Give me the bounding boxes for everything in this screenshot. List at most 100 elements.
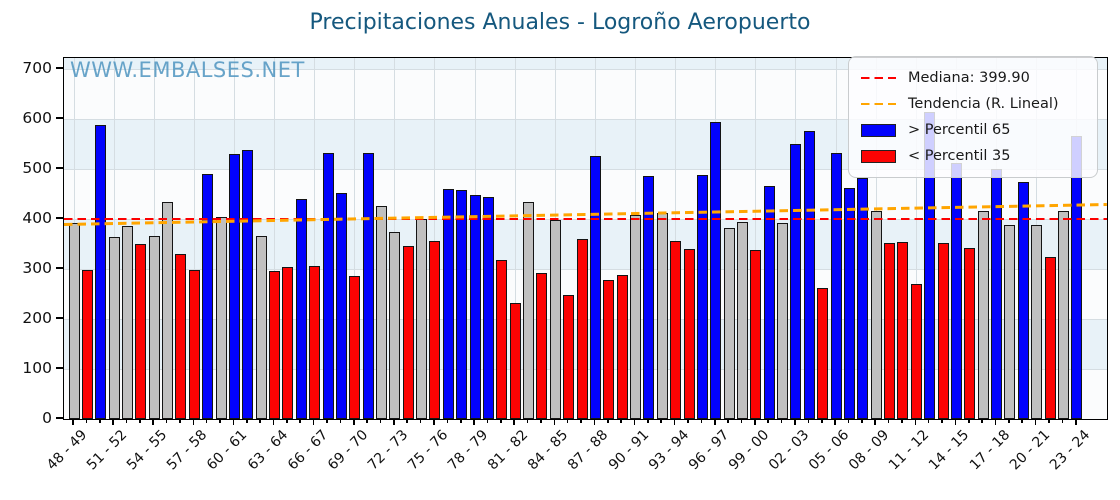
x-minor-tick <box>205 419 208 423</box>
above-percentile-swatch <box>861 123 896 137</box>
bar-79-80 <box>482 197 494 419</box>
x-minor-tick <box>941 419 943 423</box>
y-tick-label: 500 <box>22 159 52 177</box>
x-minor-tick <box>780 419 783 423</box>
bar-77-78 <box>456 190 468 419</box>
x-tick-label: 66 - 67 <box>284 427 331 474</box>
bar-66-67 <box>309 265 321 419</box>
x-minor-tick <box>139 419 141 423</box>
x-major-tick <box>192 419 195 426</box>
x-tick-label: 96 - 97 <box>685 427 733 474</box>
x-minor-tick <box>299 419 302 423</box>
median-line-sample <box>861 76 896 80</box>
x-tick-label: 78 - 79 <box>445 427 492 474</box>
x-tick-label: 87 - 88 <box>565 427 612 474</box>
x-major-tick <box>352 419 355 426</box>
x-major-tick <box>272 419 275 426</box>
legend-row-above: > Percentil 65 <box>861 117 1085 143</box>
bar-88-89 <box>603 280 615 419</box>
v-gridline <box>755 58 757 419</box>
bar-96-97 <box>710 121 722 419</box>
x-major-tick <box>834 419 836 426</box>
bar-59-60 <box>215 217 227 419</box>
v-gridline <box>274 58 276 419</box>
x-minor-tick <box>607 419 609 423</box>
x-tick-label: 90 - 91 <box>605 427 652 474</box>
x-minor-tick <box>1008 419 1010 423</box>
bar-74-75 <box>416 219 428 419</box>
x-tick-label: 02 - 03 <box>765 427 813 474</box>
h-gridline <box>64 168 1107 170</box>
bar-05-06 <box>830 153 842 419</box>
y-tick <box>56 217 63 219</box>
x-tick-label: 99 - 00 <box>725 427 773 474</box>
bar-53-54 <box>135 243 147 419</box>
x-minor-tick <box>219 419 221 423</box>
trend-line-sample <box>861 102 896 106</box>
x-minor-tick <box>740 419 743 423</box>
bar-80-81 <box>496 260 508 419</box>
v-gridline <box>434 58 436 419</box>
legend: Mediana: 399.90 Tendencia (R. Lineal) > … <box>848 56 1098 178</box>
bar-64-65 <box>282 267 294 419</box>
bar-68-69 <box>335 192 347 419</box>
legend-label-below: < Percentil 35 <box>908 148 1011 164</box>
x-major-tick <box>72 419 74 426</box>
bar-72-73 <box>389 232 401 419</box>
y-tick-label: 200 <box>22 309 52 327</box>
bar-62-63 <box>255 236 267 419</box>
median-line <box>64 217 1107 221</box>
bar-57-58 <box>188 270 200 419</box>
legend-row-below: < Percentil 35 <box>861 143 1085 169</box>
x-minor-tick <box>526 419 529 423</box>
bar-22-23 <box>1057 210 1069 419</box>
x-tick-label: 17 - 18 <box>966 427 1013 474</box>
bar-18-19 <box>1004 224 1016 419</box>
x-minor-tick <box>486 419 489 423</box>
bar-81-82 <box>509 303 521 419</box>
bar-20-21 <box>1031 225 1043 419</box>
bar-03-04 <box>803 131 815 419</box>
x-major-tick <box>794 419 796 426</box>
x-major-tick <box>633 419 636 426</box>
x-minor-tick <box>901 419 903 423</box>
v-gridline <box>193 58 195 419</box>
x-minor-tick <box>246 419 248 423</box>
bar-02-03 <box>790 144 802 419</box>
x-major-tick <box>713 419 716 426</box>
y-tick <box>56 317 63 319</box>
bar-75-76 <box>429 241 441 419</box>
bar-73-74 <box>402 246 414 419</box>
legend-label-trend: Tendencia (R. Lineal) <box>908 96 1059 112</box>
x-tick-label: 54 - 55 <box>124 427 171 474</box>
bar-19-20 <box>1017 181 1029 419</box>
x-tick-label: 57 - 58 <box>164 427 211 474</box>
x-major-tick <box>754 419 756 426</box>
x-minor-tick <box>419 419 422 423</box>
bar-86-87 <box>576 239 588 419</box>
bar-70-71 <box>362 152 374 419</box>
watermark: WWW.EMBALSES.NET <box>70 58 305 82</box>
x-minor-tick <box>500 419 502 423</box>
bar-50-51 <box>95 125 107 419</box>
x-minor-tick <box>165 419 168 423</box>
chart-title: Precipitaciones Anuales - Logroño Aeropu… <box>309 10 811 35</box>
bar-71-72 <box>376 205 387 419</box>
x-major-tick <box>553 419 556 426</box>
v-gridline <box>675 58 677 419</box>
x-tick-label: 60 - 61 <box>204 427 251 474</box>
y-tick <box>56 167 63 169</box>
y-tick <box>56 417 63 419</box>
y-tick-label: 600 <box>22 109 52 127</box>
x-minor-tick <box>580 419 582 423</box>
x-minor-tick <box>366 419 368 423</box>
bar-23-24 <box>1071 136 1083 419</box>
bar-56-57 <box>175 253 187 419</box>
v-gridline <box>314 58 316 419</box>
bar-60-61 <box>228 154 240 419</box>
x-tick-label: 51 - 52 <box>84 427 131 474</box>
x-minor-tick <box>807 419 810 423</box>
x-major-tick <box>914 419 917 426</box>
bar-83-84 <box>536 272 548 419</box>
x-tick-label: 20 - 21 <box>1006 427 1053 474</box>
